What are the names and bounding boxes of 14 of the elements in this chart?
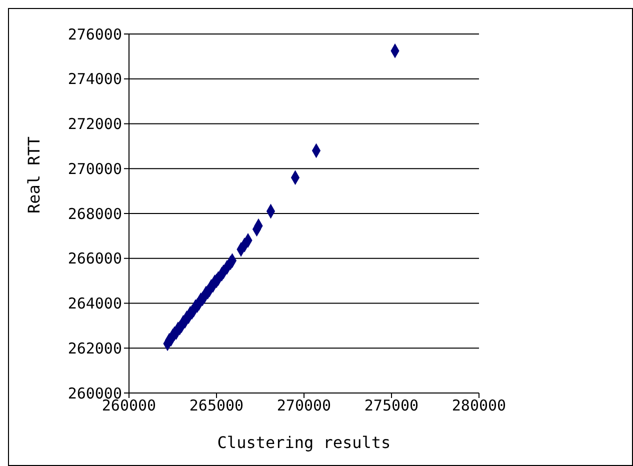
y-tick-label: 264000 — [68, 294, 122, 313]
x-tick-label: 280000 — [452, 396, 506, 415]
x-tick-label: 270000 — [276, 396, 332, 415]
x-tick-label: 275000 — [364, 396, 419, 415]
y-tick-label: 266000 — [68, 250, 122, 268]
y-tick-label: 276000 — [68, 25, 122, 44]
y-tick-label: 268000 — [68, 204, 122, 223]
x-tick-label: 265000 — [189, 396, 244, 415]
y-tick-label: 262000 — [68, 339, 122, 358]
y-axis-title: Real RTT — [24, 136, 44, 214]
y-tick-label: 270000 — [68, 160, 122, 178]
y-tick-label: 272000 — [68, 115, 122, 134]
y-tick-label: 274000 — [68, 70, 122, 88]
x-axis-title: Clustering results — [217, 433, 391, 452]
